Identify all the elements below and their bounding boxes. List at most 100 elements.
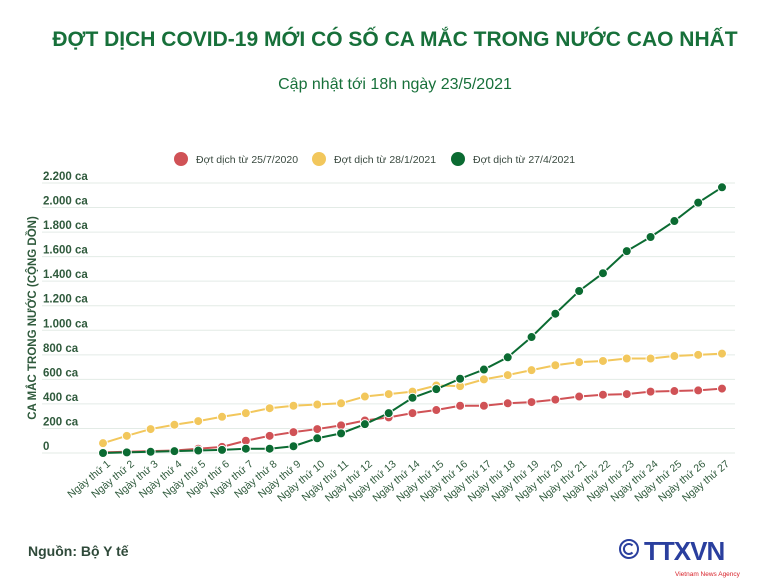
data-point bbox=[240, 443, 251, 454]
data-point bbox=[264, 403, 275, 414]
data-point bbox=[431, 405, 442, 416]
data-point bbox=[98, 438, 108, 449]
data-point bbox=[217, 411, 228, 422]
data-point bbox=[693, 197, 704, 208]
data-point bbox=[359, 419, 370, 430]
data-point bbox=[431, 384, 442, 395]
y-tick-label: 1.400 ca bbox=[43, 269, 88, 281]
chart-title: ĐỢT DỊCH COVID-19 MỚI CÓ SỐ CA MẮC TRONG… bbox=[52, 28, 738, 51]
y-axis-label: CA MẮC TRONG NƯỚC (CỘNG DỒN) bbox=[26, 216, 39, 420]
data-point bbox=[526, 365, 537, 376]
data-point bbox=[574, 391, 585, 402]
data-point bbox=[312, 424, 323, 435]
data-point bbox=[193, 416, 204, 427]
data-point bbox=[597, 355, 608, 366]
logo-text: TTXVN bbox=[644, 536, 724, 566]
data-point bbox=[550, 308, 561, 319]
data-point bbox=[288, 441, 299, 452]
y-tick-label: 1.000 ca bbox=[43, 318, 88, 330]
data-point bbox=[288, 427, 299, 438]
data-point bbox=[502, 398, 513, 409]
data-point bbox=[169, 419, 180, 430]
data-point bbox=[288, 400, 299, 411]
data-point bbox=[717, 182, 727, 193]
data-point bbox=[145, 424, 156, 435]
data-point bbox=[550, 360, 561, 371]
data-point bbox=[478, 374, 489, 385]
data-point bbox=[645, 232, 656, 242]
data-point bbox=[121, 430, 132, 441]
data-point bbox=[478, 364, 489, 375]
data-point bbox=[145, 446, 156, 457]
data-point bbox=[383, 389, 394, 400]
data-point bbox=[502, 370, 513, 381]
data-point bbox=[478, 400, 489, 411]
y-tick-label: 2.000 ca bbox=[43, 196, 88, 208]
logo-tagline: Vietnam News Agency bbox=[675, 571, 741, 578]
data-point bbox=[621, 353, 632, 364]
legend-marker bbox=[174, 152, 188, 166]
data-point bbox=[98, 448, 108, 458]
data-point bbox=[169, 446, 180, 457]
data-point bbox=[693, 349, 704, 360]
legend-label: Đợt dịch từ 28/1/2021 bbox=[334, 154, 436, 166]
data-point bbox=[407, 408, 418, 419]
legend: Đợt dịch từ 25/7/2020 Đợt dịch từ 28/1/20… bbox=[174, 152, 575, 166]
data-point bbox=[455, 400, 466, 411]
y-tick-label: 1.800 ca bbox=[43, 220, 88, 232]
y-axis: 0 200 ca 400 ca 600 ca 800 ca 1.000 ca 1.200 c… bbox=[43, 171, 88, 453]
data-point bbox=[669, 386, 680, 397]
data-point bbox=[645, 353, 656, 364]
copyright-icon bbox=[619, 539, 639, 559]
data-point bbox=[264, 430, 275, 441]
y-tick-label: 600 ca bbox=[43, 367, 79, 379]
data-point bbox=[336, 428, 347, 439]
data-point bbox=[312, 433, 323, 444]
legend-marker bbox=[312, 152, 326, 166]
data-point bbox=[526, 332, 537, 343]
ttxvn-logo: TTXVN Vietnam News Agency bbox=[618, 534, 743, 585]
data-point bbox=[597, 268, 608, 279]
series-1 bbox=[98, 383, 727, 458]
data-point bbox=[359, 391, 370, 402]
y-tick-label: 400 ca bbox=[43, 392, 79, 404]
y-tick-label: 800 ca bbox=[43, 343, 79, 355]
y-tick-label: 2.200 ca bbox=[43, 171, 88, 183]
legend-label: Đợt dịch từ 27/4/2021 bbox=[473, 154, 575, 166]
data-point bbox=[621, 389, 632, 400]
data-point bbox=[193, 445, 204, 456]
data-point bbox=[574, 357, 585, 368]
legend-marker bbox=[451, 152, 465, 166]
y-tick-label: 1.600 ca bbox=[43, 245, 88, 257]
data-point bbox=[645, 386, 656, 397]
data-point bbox=[121, 447, 132, 458]
data-point bbox=[455, 373, 466, 384]
data-point bbox=[240, 408, 251, 419]
data-point bbox=[217, 444, 228, 455]
data-point bbox=[669, 351, 680, 362]
source-note: Nguồn: Bộ Y tế bbox=[28, 543, 129, 559]
data-point bbox=[669, 216, 680, 227]
y-tick-label: 0 bbox=[43, 441, 49, 453]
data-point bbox=[526, 397, 537, 408]
data-point bbox=[574, 286, 585, 296]
chart-subtitle: Cập nhật tới 18h ngày 23/5/2021 bbox=[278, 76, 512, 93]
series bbox=[98, 182, 727, 458]
data-point bbox=[717, 348, 727, 359]
data-point bbox=[502, 352, 513, 363]
data-point bbox=[550, 394, 561, 405]
data-point bbox=[383, 408, 394, 419]
series-2 bbox=[98, 348, 727, 449]
data-point bbox=[336, 398, 347, 409]
series-3 bbox=[98, 182, 727, 458]
legend-label: Đợt dịch từ 25/7/2020 bbox=[196, 154, 298, 166]
data-point bbox=[407, 392, 418, 403]
data-point bbox=[621, 246, 632, 257]
data-point bbox=[312, 399, 323, 410]
y-tick-label: 200 ca bbox=[43, 416, 79, 428]
y-tick-label: 1.200 ca bbox=[43, 294, 88, 306]
data-point bbox=[264, 443, 275, 454]
data-point bbox=[693, 385, 704, 396]
